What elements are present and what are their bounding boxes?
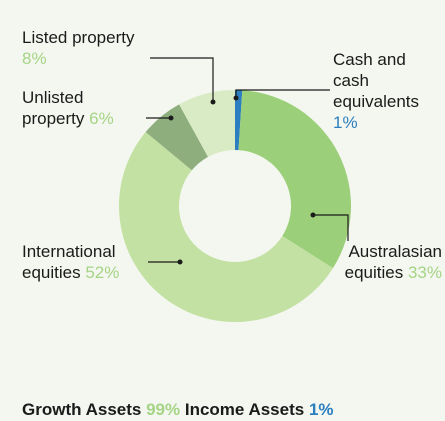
footer-label: Growth Assets bbox=[22, 400, 142, 419]
leader-line bbox=[235, 89, 330, 98]
segment-value: 8% bbox=[22, 49, 47, 68]
footer-value: 99% bbox=[146, 400, 181, 419]
segment-name: Unlisted property bbox=[22, 88, 85, 128]
segment-name: Listed property bbox=[22, 28, 135, 47]
leader-line bbox=[313, 214, 349, 241]
segment-name: Australasian equities bbox=[344, 242, 442, 282]
segment-value: 52% bbox=[85, 263, 120, 282]
segment-value: 33% bbox=[407, 263, 442, 282]
segment-label: Australasian equities 33% bbox=[322, 241, 442, 283]
leader-dot bbox=[233, 95, 239, 101]
leader-dot bbox=[168, 115, 174, 121]
segment-label: Listed property 8% bbox=[22, 27, 147, 69]
segment-label: Unlisted property 6% bbox=[22, 87, 147, 129]
segment-value: 6% bbox=[89, 109, 114, 128]
donut-segment bbox=[238, 90, 351, 269]
segment-name: Cash and cash equivalents bbox=[333, 50, 420, 111]
donut-segment bbox=[179, 90, 235, 157]
donut-segment bbox=[119, 132, 333, 322]
leader-line bbox=[150, 57, 214, 102]
footer: Growth Assets 99% Income Assets 1% bbox=[22, 400, 334, 420]
leader-dot bbox=[210, 99, 216, 105]
segment-value: 1% bbox=[333, 113, 358, 132]
leader-dot bbox=[310, 212, 316, 218]
segment-label: International equities 52% bbox=[22, 241, 147, 283]
footer-label: Income Assets bbox=[184, 400, 305, 419]
leader-dot bbox=[177, 259, 183, 265]
donut-segment bbox=[235, 90, 243, 151]
segment-name: International equities bbox=[22, 242, 116, 282]
donut-segment bbox=[145, 104, 209, 171]
footer-value: 1% bbox=[308, 400, 334, 419]
segment-label: Cash and cash equivalents 1% bbox=[333, 49, 445, 133]
